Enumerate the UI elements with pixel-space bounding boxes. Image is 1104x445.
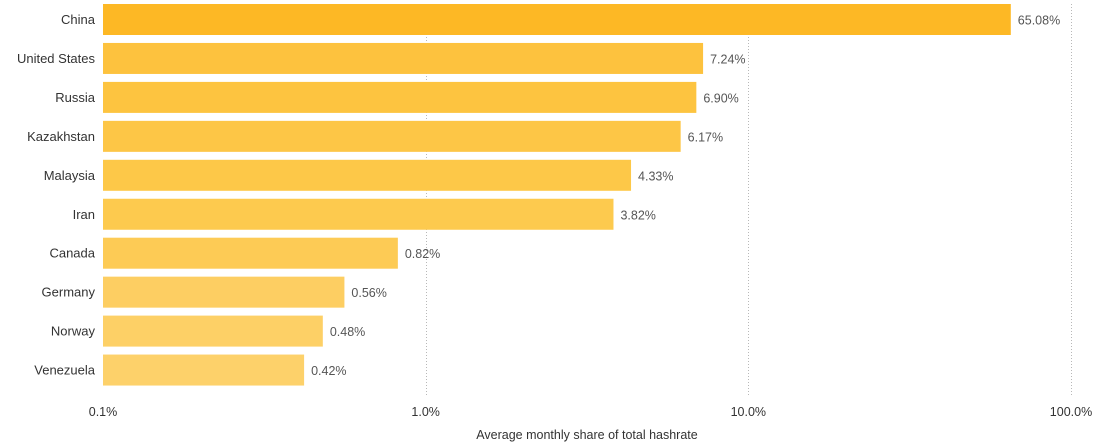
x-tick-label: 1.0% (411, 405, 440, 419)
bar-russia (103, 81, 697, 113)
x-tick-label: 10.0% (731, 405, 766, 419)
category-label: Russia (55, 90, 96, 105)
bars (103, 4, 1011, 386)
value-label: 3.82% (620, 208, 655, 222)
x-tick-label: 100.0% (1050, 405, 1092, 419)
bar-iran (103, 198, 614, 230)
category-label: Iran (73, 207, 95, 222)
x-axis-title: Average monthly share of total hashrate (476, 428, 697, 442)
bar-china (103, 4, 1011, 35)
x-tick-label: 0.1% (89, 405, 118, 419)
category-label: Kazakhstan (27, 129, 95, 144)
category-labels: China United States Russia Kazakhstan Malays… (17, 12, 96, 378)
value-label: 0.82% (405, 247, 440, 261)
x-tick-labels: 0.1% 1.0% 10.0% 100.0% (89, 405, 1092, 419)
value-label: 6.17% (688, 130, 723, 144)
value-label: 0.56% (351, 286, 386, 300)
value-labels: 65.08% 7.24% 6.90% 6.17% 4.33% 3.82% 0.82% 0.56… (311, 14, 1060, 379)
category-label: China (61, 12, 96, 27)
value-label: 6.90% (703, 91, 738, 105)
bar-germany (103, 276, 345, 308)
category-label: Germany (42, 285, 96, 300)
category-label: Norway (51, 324, 96, 339)
category-label: United States (17, 51, 96, 66)
bar-united-states (103, 42, 704, 74)
bar-malaysia (103, 159, 632, 191)
bar-canada (103, 237, 398, 269)
value-label: 65.08% (1018, 14, 1060, 28)
bar-norway (103, 315, 323, 347)
bar-venezuela (103, 354, 305, 386)
category-label: Malaysia (44, 168, 96, 183)
value-label: 0.42% (311, 364, 346, 378)
bar-kazakhstan (103, 120, 681, 152)
value-label: 4.33% (638, 169, 673, 183)
category-label: Canada (49, 246, 95, 261)
category-label: Venezuela (34, 363, 95, 378)
value-label: 0.48% (330, 325, 365, 339)
value-label: 7.24% (710, 52, 745, 66)
